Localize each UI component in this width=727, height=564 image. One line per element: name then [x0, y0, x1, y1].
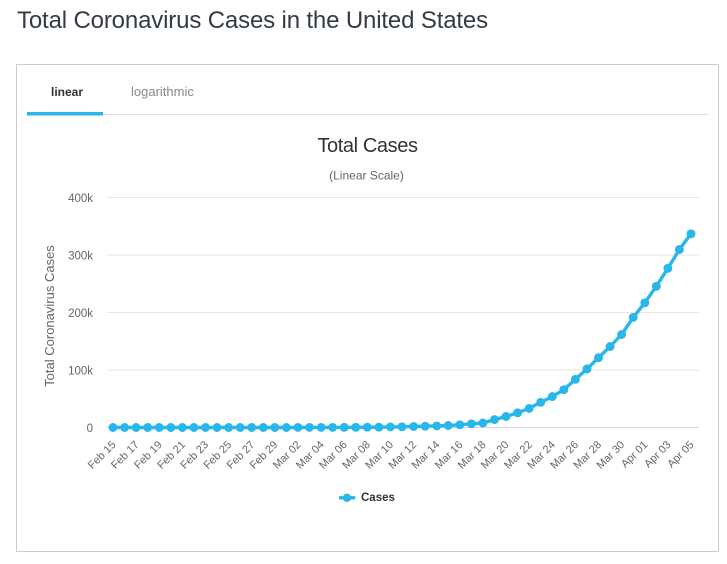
svg-text:(Linear Scale): (Linear Scale)	[329, 169, 404, 183]
svg-text:Total Coronavirus Cases in the: Total Coronavirus Cases in the United St…	[17, 7, 488, 34]
svg-text:linear: linear	[51, 85, 83, 99]
svg-text:200k: 200k	[68, 308, 93, 320]
svg-text:100k: 100k	[68, 366, 93, 378]
svg-text:0: 0	[87, 423, 93, 435]
svg-text:logarithmic: logarithmic	[131, 84, 194, 99]
svg-text:Cases: Cases	[361, 492, 395, 504]
svg-text:300k: 300k	[68, 251, 93, 263]
svg-text:Total Cases: Total Cases	[317, 135, 417, 157]
svg-text:400k: 400k	[68, 193, 93, 205]
svg-text:Total Coronavirus Cases: Total Coronavirus Cases	[42, 245, 57, 387]
